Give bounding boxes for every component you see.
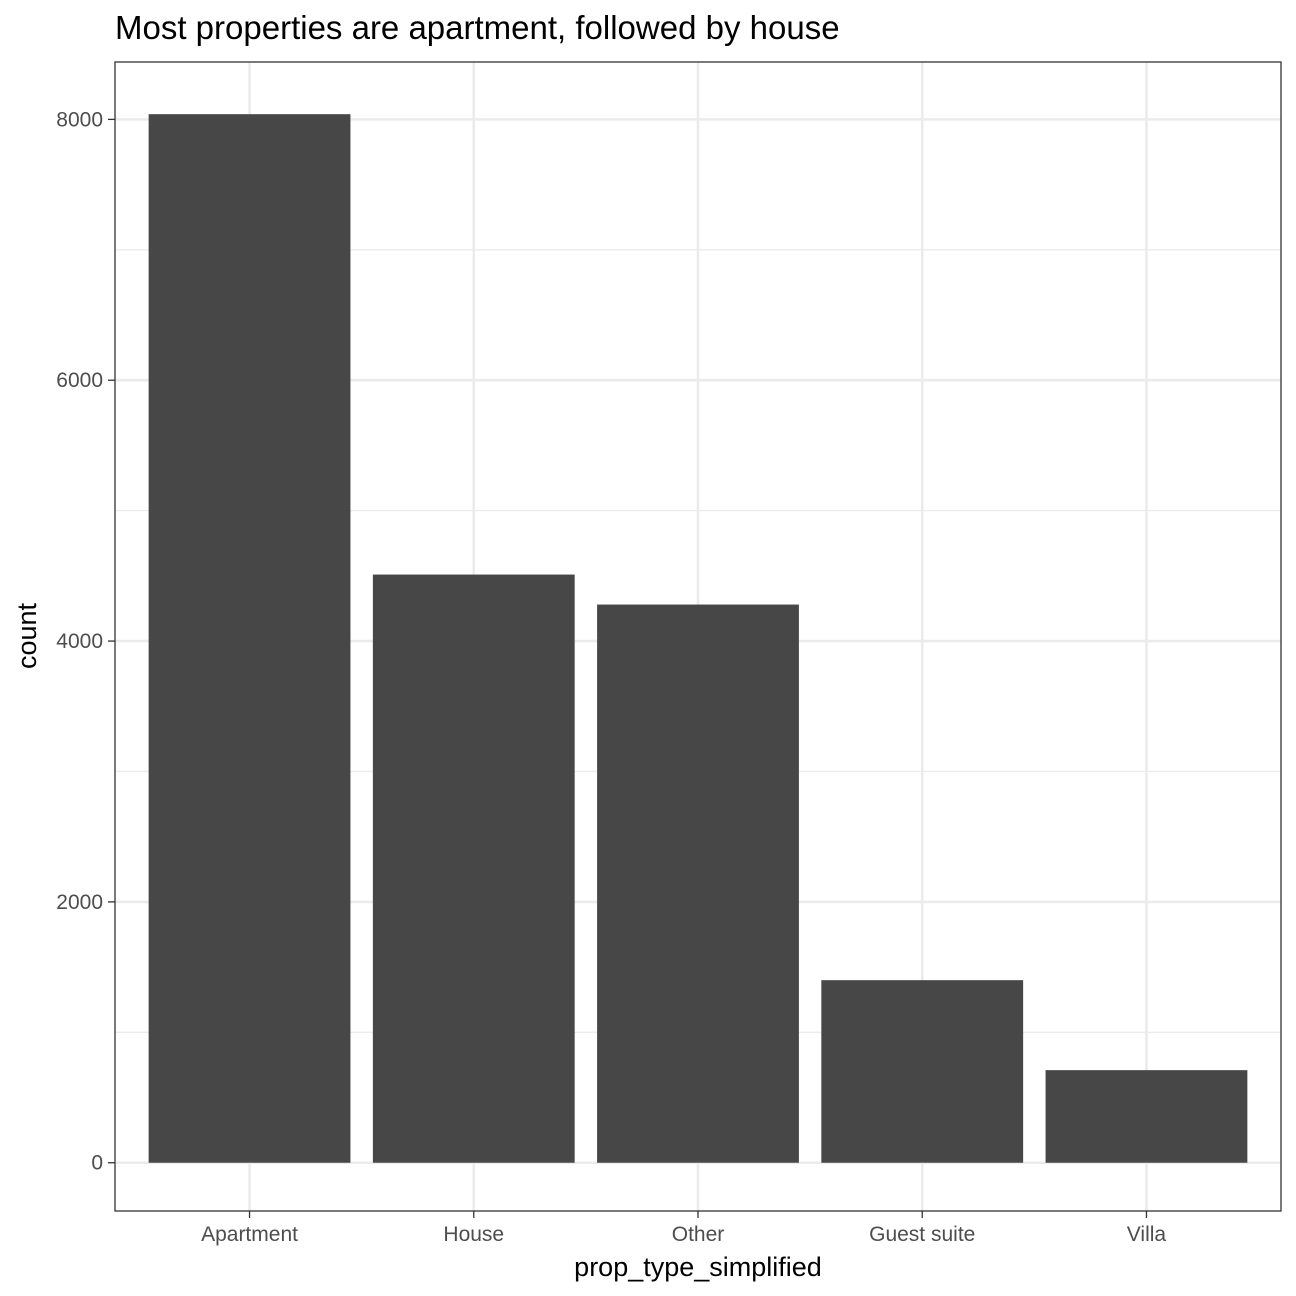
x-tick-label: Guest suite: [869, 1223, 975, 1246]
x-axis-title: prop_type_simplified: [574, 1252, 822, 1282]
x-tick-label: House: [443, 1223, 504, 1246]
y-axis-title: count: [12, 602, 42, 669]
bars: [148, 114, 1248, 1163]
bar-villa: [1045, 1070, 1248, 1163]
y-tick-label: 8000: [56, 108, 103, 131]
x-tick-label: Other: [672, 1223, 725, 1246]
y-tick-label: 6000: [56, 369, 103, 392]
y-tick-label: 2000: [56, 891, 103, 914]
bar-apartment: [148, 114, 351, 1163]
y-tick-label: 4000: [56, 630, 103, 653]
bar-house: [372, 574, 575, 1163]
bar-guest-suite: [821, 980, 1024, 1163]
chart-title: Most properties are apartment, followed …: [115, 9, 840, 46]
x-axis: Apartment House Other Guest suite Villa: [201, 1211, 1166, 1246]
y-axis: 0 2000 4000 6000 8000: [56, 108, 115, 1175]
x-tick-label: Apartment: [201, 1223, 298, 1246]
y-tick-label: 0: [91, 1152, 103, 1175]
bar-other: [597, 604, 799, 1163]
x-tick-label: Villa: [1127, 1223, 1167, 1246]
